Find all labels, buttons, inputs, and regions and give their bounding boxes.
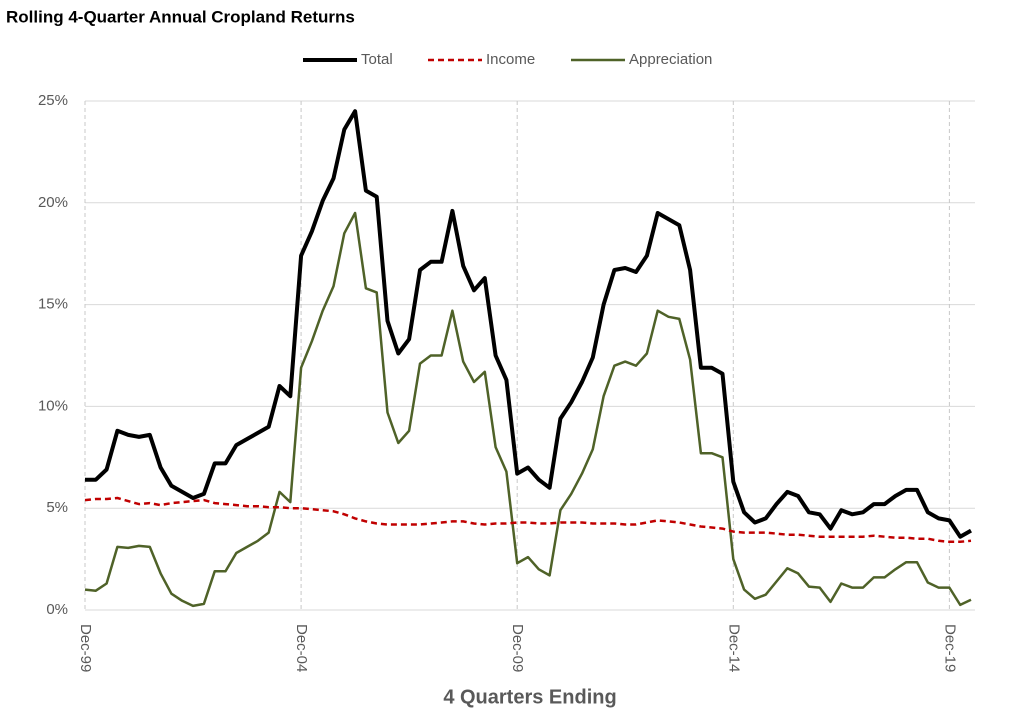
series-line — [84, 496, 972, 544]
y-tick-label: 5% — [46, 499, 68, 516]
y-tick-label: 20% — [38, 194, 68, 211]
series-line — [84, 211, 972, 608]
y-tick-label: 15% — [38, 296, 68, 313]
x-tick-label: Dec-99 — [77, 624, 94, 672]
series-line — [85, 109, 972, 539]
x-axis-title: 4 Quarters Ending — [443, 686, 616, 708]
x-tick-label: Dec-14 — [725, 624, 742, 672]
x-tick-label: Dec-09 — [509, 624, 526, 672]
y-tick-label: 0% — [46, 601, 68, 618]
y-tick-label: 25% — [38, 92, 68, 109]
y-tick-label: 10% — [38, 397, 68, 414]
legend-label: Income — [486, 51, 535, 68]
x-tick-label: Dec-04 — [293, 624, 310, 672]
chart-title: Rolling 4-Quarter Annual Cropland Return… — [6, 7, 355, 26]
x-tick-label: Dec-19 — [941, 624, 958, 672]
legend-label: Appreciation — [629, 51, 712, 68]
legend-label: Total — [361, 51, 393, 68]
